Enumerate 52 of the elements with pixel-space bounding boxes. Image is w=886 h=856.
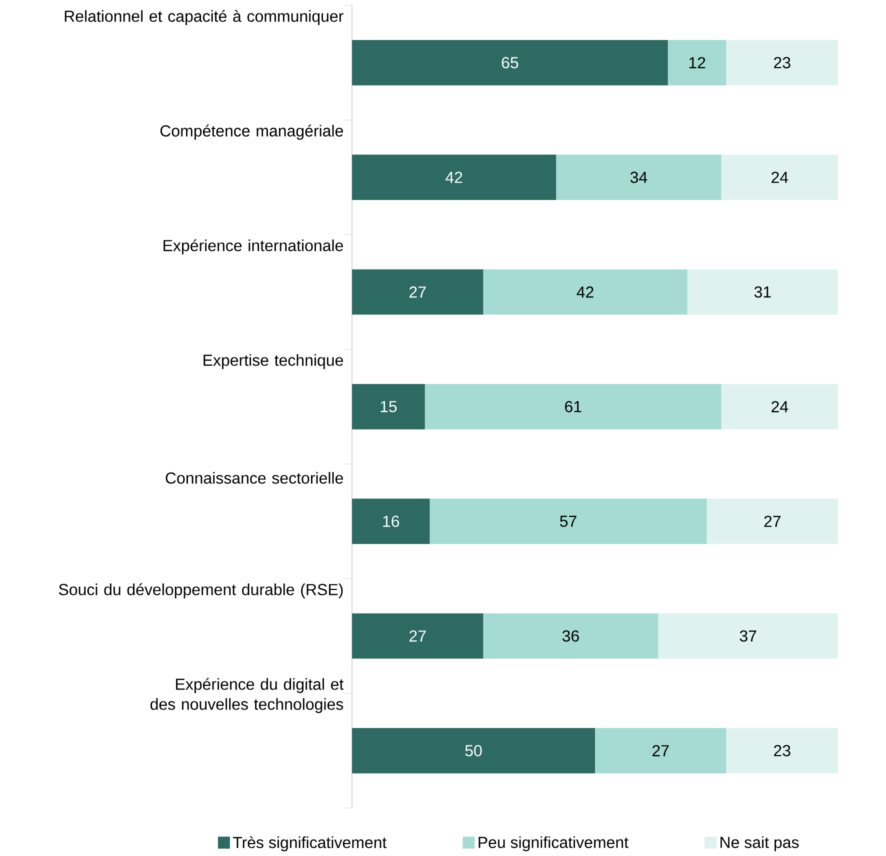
bar [352, 498, 430, 544]
bar [352, 384, 425, 430]
data-label: 34 [630, 172, 648, 184]
data-label: 27 [410, 630, 426, 642]
y-tick-label: Expérience internationale [164, 239, 343, 255]
data-label: 24 [772, 401, 788, 412]
data-label: 61 [565, 401, 582, 412]
bar [352, 728, 595, 774]
data-label: 15 [380, 401, 397, 412]
data-label: 65 [502, 57, 518, 68]
y-tick-label: Compétence managériale [160, 124, 343, 140]
bar [721, 154, 838, 200]
data-label: 12 [689, 57, 706, 68]
y-tick-label: Connaissance sectorielle [166, 472, 343, 484]
bar [726, 728, 838, 774]
data-label: 37 [740, 630, 756, 642]
bar [424, 384, 722, 430]
bar [726, 40, 838, 86]
bar [430, 498, 707, 544]
legend-label: Ne sait pas [720, 836, 799, 852]
y-tick-label: Expertise technique [204, 354, 343, 370]
bar [556, 154, 722, 200]
legend-label: Très significativement [232, 836, 387, 852]
bar [687, 269, 838, 315]
bar [658, 613, 838, 659]
bar [352, 40, 668, 86]
bar [595, 728, 726, 774]
bar [352, 613, 484, 659]
data-label: 42 [446, 172, 462, 184]
data-label: 27 [764, 516, 780, 528]
data-label: 16 [383, 516, 400, 528]
bar [721, 384, 838, 430]
bar [483, 613, 658, 659]
y-tick-label: Relationnel et capacité à communiquer [64, 10, 344, 26]
legend-label: Peu significativement [478, 836, 628, 852]
bar [668, 40, 726, 86]
data-label: 36 [562, 630, 579, 642]
bar [352, 154, 556, 200]
y-tick-label: Souci du développement durable (RSE) [58, 583, 343, 599]
data-label: 24 [772, 172, 788, 184]
y-tick-label: Expérience du digital et des nouvelles technologies [150, 678, 344, 714]
data-label: 27 [652, 745, 669, 756]
data-label: 50 [465, 745, 482, 756]
data-label: 27 [410, 286, 426, 298]
data-label: 23 [774, 57, 790, 68]
data-label: 42 [576, 286, 594, 298]
bar [706, 498, 838, 544]
bar [352, 269, 484, 315]
data-label: 23 [774, 745, 790, 756]
data-label: 57 [560, 516, 576, 528]
data-label: 31 [754, 286, 771, 298]
bar [483, 269, 688, 315]
